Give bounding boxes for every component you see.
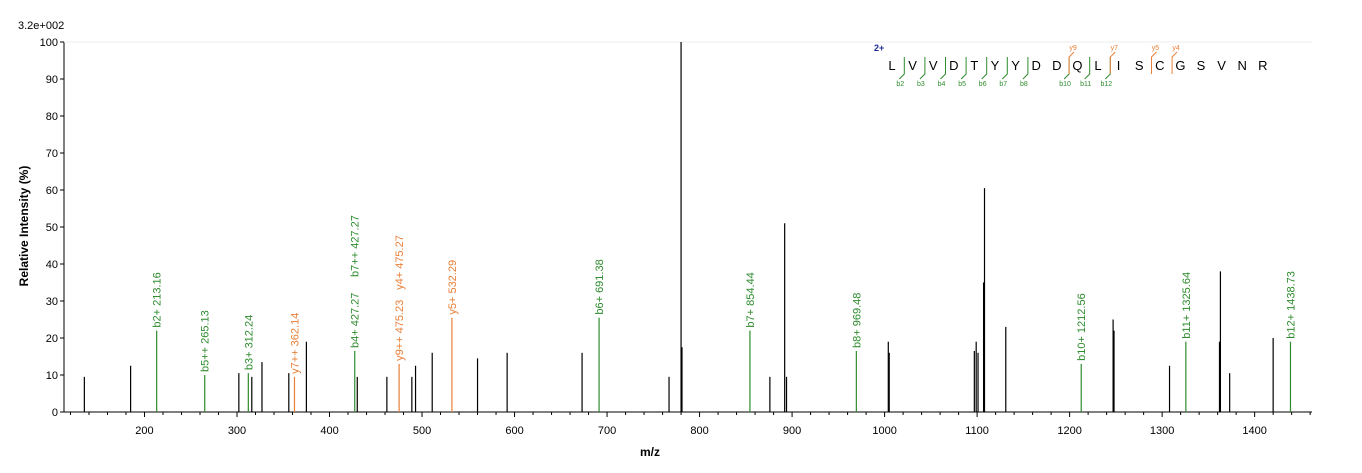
sequence-residue: D (949, 58, 958, 73)
sequence-residue: D (1052, 58, 1061, 73)
b-ion-label: b11 (1080, 81, 1091, 88)
y-axis-title: Relative Intensity (%) (17, 166, 31, 287)
peak-label: b8+ 969.48 (851, 293, 863, 348)
peak-label: b3+ 312.24 (243, 315, 255, 370)
sequence-residue: D (1032, 58, 1041, 73)
peak-label: y9++ 475.23 (394, 300, 406, 361)
x-tick-label: 1000 (872, 425, 896, 437)
x-tick-label: 1100 (965, 425, 989, 437)
y-tick-label: 80 (46, 111, 58, 123)
b-ion-label: b6 (979, 81, 987, 88)
b-ion-label: b4 (938, 81, 946, 88)
x-tick-label: 900 (783, 425, 801, 437)
x-tick-label: 800 (690, 425, 708, 437)
y-tick-label: 70 (46, 148, 58, 160)
b-ion-bracket (919, 57, 926, 80)
b-ion-bracket (898, 57, 905, 80)
intensity-max-label: 3.2e+002 (18, 20, 64, 32)
x-axis-title: m/z (640, 445, 660, 459)
y-tick-label: 0 (52, 407, 58, 419)
b-ion-label: b7 (999, 81, 1007, 88)
b-ion-bracket (960, 57, 967, 80)
peak-label: b5++ 265.13 (200, 310, 212, 372)
x-tick-label: 1300 (1150, 425, 1174, 437)
y-tick-label: 30 (46, 296, 58, 308)
x-tick-label: 500 (413, 425, 431, 437)
peak-label: y5+ 532.29 (447, 260, 459, 315)
b-ion-bracket (1084, 57, 1091, 80)
x-tick-label: 300 (228, 425, 246, 437)
x-tick-label: 600 (505, 425, 523, 437)
sequence-annotation: 2+L V V D T Y Y D D Q L I S C G S V N Rb2 b3 b4 b5 b6 b7 b8 b10 b1… (874, 43, 1267, 88)
b-ion-bracket (981, 57, 988, 80)
peak-label-secondary: y4+ 475.27 (394, 235, 406, 290)
b-ion-bracket (1104, 57, 1111, 80)
sequence-residue: S (1135, 58, 1144, 73)
x-tick-label: 200 (135, 425, 153, 437)
peak-label: b6+ 691.38 (594, 259, 606, 314)
b-ion-bracket (1063, 57, 1070, 80)
y-tick-label: 20 (46, 333, 58, 345)
b-ion-label: b3 (917, 81, 925, 88)
b-ion-label: b8 (1020, 81, 1028, 88)
sequence-residue: L (888, 58, 895, 73)
peak-label: y7++ 362.14 (289, 313, 301, 374)
b-ion-label: b12 (1100, 81, 1112, 88)
b-ion-bracket (1001, 57, 1008, 80)
b-ion-label: b5 (958, 81, 966, 88)
y-tick-label: 60 (46, 185, 58, 197)
peak-label-secondary: b7++ 427.27 (350, 215, 362, 277)
b-ion-label: b2 (896, 81, 904, 88)
y-ion-label: y7 (1111, 45, 1119, 52)
y-ion-label: y5 (1152, 45, 1160, 52)
sequence-residue: L (1094, 58, 1101, 73)
y-tick-label: 100 (40, 37, 58, 49)
b-ion-bracket (1022, 57, 1029, 80)
sequence-residue: V (908, 58, 917, 73)
y-ion-label: y9 (1069, 45, 1077, 52)
peak-label: b7+ 854.44 (745, 272, 757, 327)
charge-state-label: 2+ (874, 43, 884, 53)
x-tick-label: 700 (598, 425, 616, 437)
peak-label: b12+ 1438.73 (1285, 271, 1297, 339)
b-ion-bracket (940, 57, 946, 80)
x-tick-label: 400 (320, 425, 338, 437)
peak-labels: b2+ 213.16 b5++ 265.13 b3+ 312.24 y7++ 362.… (152, 215, 1298, 374)
x-tick-label: 1400 (1242, 425, 1266, 437)
y-tick-label: 50 (46, 222, 58, 234)
sequence-residue: V (1217, 58, 1226, 73)
peak-label: b11+ 1325.64 (1181, 272, 1193, 339)
sequence-residue: I (1117, 58, 1121, 73)
peaks (83, 42, 1292, 412)
sequence-residue: S (1197, 58, 1206, 73)
y-tick-label: 10 (46, 370, 58, 382)
sequence-residue: G (1175, 58, 1185, 73)
y-tick-label: 90 (46, 74, 58, 86)
b-ion-label: b10 (1059, 81, 1071, 88)
sequence-residue: Y (1011, 58, 1020, 73)
y-ion-bracket (1068, 51, 1075, 74)
sequence-residue: V (929, 58, 938, 73)
y-ion-bracket (1171, 51, 1178, 74)
sequence-residue: N (1238, 58, 1247, 73)
sequence-residue: R (1258, 58, 1267, 73)
sequence-residue: T (970, 58, 978, 73)
y-ion-label: y4 (1172, 45, 1180, 52)
x-tick-label: 1200 (1057, 425, 1081, 437)
peak-label: b2+ 213.16 (152, 272, 164, 327)
y-tick-label: 40 (46, 259, 58, 271)
peak-label: b10+ 1212.56 (1076, 293, 1088, 361)
sequence-residue: Y (991, 58, 1000, 73)
peak-label: b4+ 427.27 (350, 293, 362, 348)
y-ion-bracket (1151, 51, 1157, 74)
sequence-residue: C (1155, 58, 1164, 73)
y-ion-bracket (1109, 51, 1116, 74)
axes: 0 10 20 30 40 50 60 70 80 90 100 200 300 400 500 600 700… (40, 37, 1312, 437)
sequence-residue: Q (1072, 58, 1082, 73)
